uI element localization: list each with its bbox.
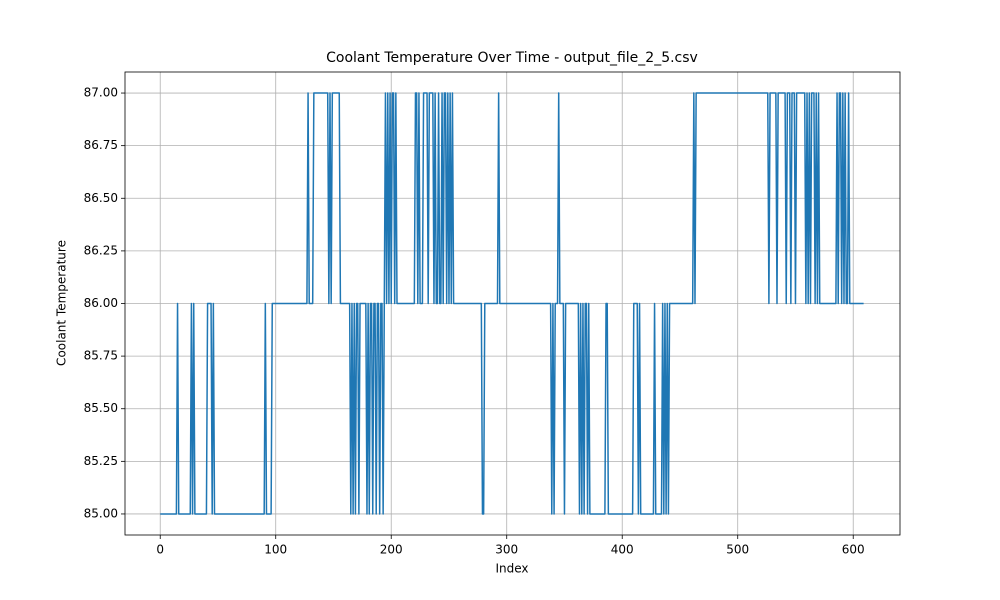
y-tick-label: 85.25 [84,454,118,468]
y-tick-label: 87.00 [84,86,118,100]
y-tick-label: 86.50 [84,191,118,205]
y-tick-label: 86.25 [84,243,118,257]
x-tick-label: 400 [611,543,634,557]
data-line [160,92,864,515]
x-tick-label: 300 [495,543,518,557]
x-tick-label: 500 [726,543,749,557]
y-tick-label: 86.75 [84,138,118,152]
x-tick-label: 600 [842,543,865,557]
x-tick-label: 200 [380,543,403,557]
y-axis-label: Coolant Temperature [55,240,69,366]
y-tick-label: 85.50 [84,401,118,415]
y-tick-label: 85.75 [84,349,118,363]
x-tick-label: 0 [156,543,164,557]
y-tick-label: 86.00 [84,296,118,310]
y-tick-label: 85.00 [84,506,118,520]
plot-frame [124,71,901,536]
x-axis-label: Index [495,562,528,576]
x-tick-label: 100 [264,543,287,557]
chart-title: Coolant Temperature Over Time - output_f… [326,50,698,66]
